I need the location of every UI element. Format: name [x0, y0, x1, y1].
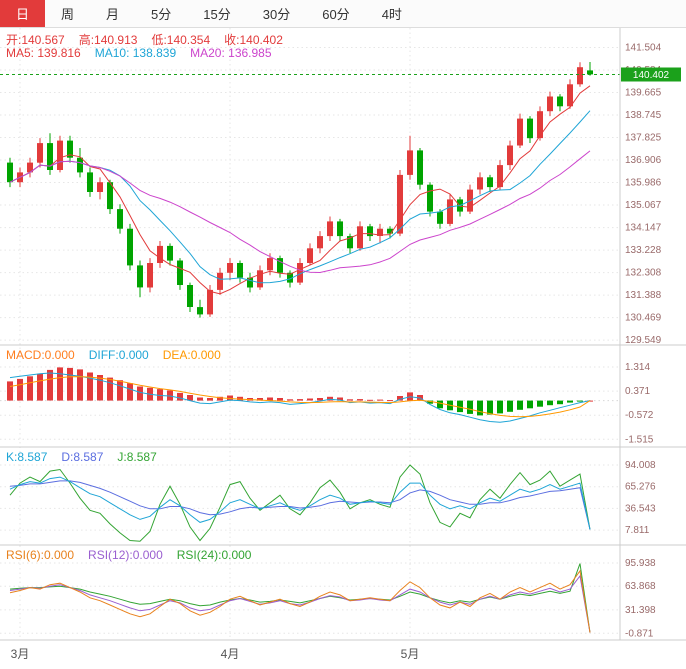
tab-15min[interactable]: 15分 — [203, 7, 231, 22]
tab-60min[interactable]: 60分 — [322, 7, 350, 22]
svg-text:-0.572: -0.572 — [625, 410, 654, 421]
svg-text:137.825: 137.825 — [625, 133, 662, 144]
svg-text:130.469: 130.469 — [625, 313, 662, 324]
chart-canvas[interactable]: 3月4月5月141.504140.584139.665138.745137.82… — [0, 28, 686, 669]
tab-week[interactable]: 周 — [61, 7, 75, 22]
tab-day[interactable]: 日 — [0, 0, 46, 27]
macd-panel: 1.314 0.371 -0.572 -1.515 — [0, 362, 654, 445]
svg-text:129.549: 129.549 — [625, 335, 662, 346]
svg-text:135.986: 135.986 — [625, 178, 662, 189]
svg-text:131.388: 131.388 — [625, 290, 662, 301]
svg-text:95.938: 95.938 — [625, 558, 656, 569]
candlesticks — [7, 61, 593, 318]
svg-text:7.811: 7.811 — [625, 525, 650, 536]
x-axis-ticks: 3月 4月 5月 — [11, 28, 420, 661]
svg-text:4月: 4月 — [221, 647, 240, 661]
svg-text:-1.515: -1.515 — [625, 434, 654, 445]
svg-text:135.067: 135.067 — [625, 200, 662, 211]
kdj-panel: 94.008 65.276 36.543 7.811 — [0, 460, 656, 542]
svg-text:139.665: 139.665 — [625, 88, 662, 99]
timeframe-tabbar: 日 周 月 5分 15分 30分 60分 4时 — [0, 0, 686, 28]
svg-text:140.402: 140.402 — [633, 70, 670, 81]
chart-area: 3月4月5月141.504140.584139.665138.745137.82… — [0, 28, 686, 669]
svg-text:132.308: 132.308 — [625, 268, 662, 279]
ma-lines — [9, 85, 591, 295]
svg-text:136.906: 136.906 — [625, 155, 662, 166]
svg-text:3月: 3月 — [11, 647, 30, 661]
tab-30min[interactable]: 30分 — [262, 7, 291, 22]
current-price-badge — [621, 67, 681, 82]
panel-separators — [0, 28, 686, 641]
svg-text:63.868: 63.868 — [625, 581, 656, 592]
main-grid: 141.504140.584139.665138.745137.825136.9… — [0, 42, 662, 346]
svg-text:94.008: 94.008 — [625, 460, 656, 471]
svg-text:65.276: 65.276 — [625, 482, 656, 493]
current-price-line: 140.402 — [0, 67, 681, 82]
svg-text:1.314: 1.314 — [625, 362, 650, 373]
svg-text:141.504: 141.504 — [625, 42, 662, 53]
svg-text:5月: 5月 — [401, 647, 420, 661]
svg-text:134.147: 134.147 — [625, 223, 662, 234]
tab-5min[interactable]: 5分 — [151, 7, 172, 22]
svg-text:-0.871: -0.871 — [625, 628, 654, 639]
tab-4hour[interactable]: 4时 — [381, 7, 402, 22]
svg-text:138.745: 138.745 — [625, 110, 662, 121]
tab-month[interactable]: 月 — [106, 7, 120, 22]
svg-text:133.228: 133.228 — [625, 245, 662, 256]
svg-text:36.543: 36.543 — [625, 503, 656, 514]
svg-text:31.398: 31.398 — [625, 605, 656, 616]
rsi-panel: 95.938 63.868 31.398 -0.871 — [0, 558, 656, 639]
svg-text:0.371: 0.371 — [625, 386, 650, 397]
